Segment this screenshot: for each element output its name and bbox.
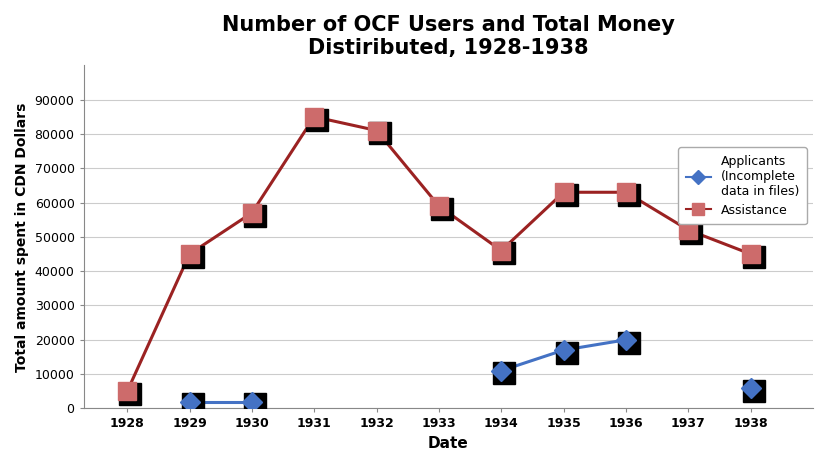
Legend: Applicants
(Incomplete
data in files), Assistance: Applicants (Incomplete data in files), A… <box>677 147 805 224</box>
X-axis label: Date: Date <box>428 436 468 451</box>
Title: Number of OCF Users and Total Money
Distiributed, 1928-1938: Number of OCF Users and Total Money Dist… <box>222 15 674 58</box>
Y-axis label: Total amount spent in CDN Dollars: Total amount spent in CDN Dollars <box>15 102 29 371</box>
